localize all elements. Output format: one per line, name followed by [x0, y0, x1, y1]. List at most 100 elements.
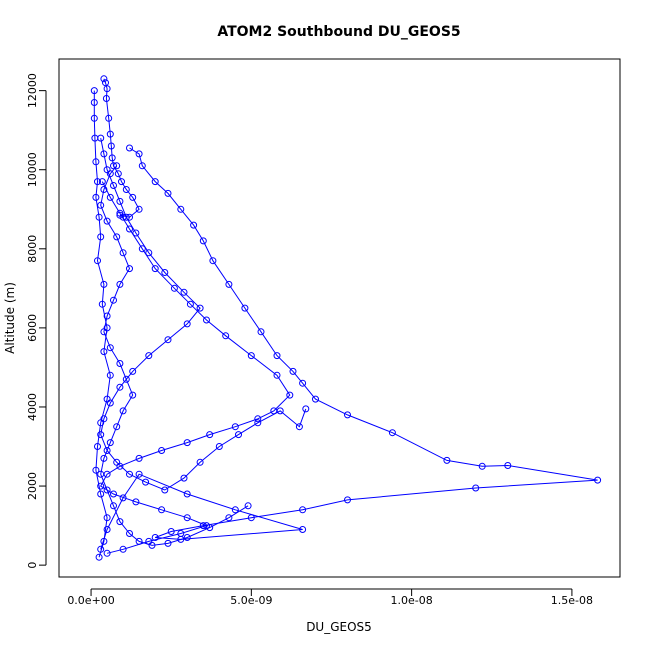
data-point [110, 490, 117, 498]
data-point [126, 470, 133, 478]
data-point [119, 494, 127, 502]
data-point [98, 300, 106, 308]
data-point [257, 328, 265, 336]
data-point [158, 447, 166, 454]
y-tick-label: 10000 [26, 152, 39, 187]
data-point [289, 367, 297, 375]
data-point [106, 371, 114, 379]
data-point [180, 474, 188, 482]
data-point [100, 75, 108, 83]
data-point [126, 530, 133, 537]
data-point [103, 526, 111, 533]
data-point [95, 213, 103, 221]
data-point [177, 205, 185, 213]
data-point [186, 300, 194, 308]
data-point [113, 233, 121, 241]
data-point [244, 502, 252, 510]
y-tick-label: 6000 [26, 314, 39, 342]
data-point [164, 336, 172, 344]
series-layer [90, 75, 602, 561]
data-point [97, 482, 105, 490]
data-point [103, 514, 111, 522]
data-point [478, 462, 486, 470]
data-point [241, 304, 249, 312]
data-point [95, 553, 103, 561]
y-axis: 0 2000 4000 6000 8000 10000 12000 [26, 73, 47, 569]
data-point [145, 249, 153, 257]
data-point [135, 150, 143, 158]
data-point [97, 545, 105, 553]
data-point [344, 496, 351, 504]
data-point [90, 87, 98, 95]
data-point [110, 182, 117, 189]
y-tick-label: 2000 [26, 472, 39, 500]
data-point [196, 458, 204, 466]
y-tick-label: 4000 [26, 393, 39, 421]
data-point [504, 462, 512, 469]
data-point [183, 320, 191, 328]
y-tick-label: 12000 [26, 73, 39, 108]
data-point [183, 490, 191, 498]
data-point [126, 144, 133, 152]
y-tick-label: 0 [26, 562, 39, 569]
data-point [113, 423, 121, 431]
data-point [183, 439, 191, 447]
data-point [103, 85, 111, 93]
data-point [151, 534, 159, 541]
data-point [103, 486, 111, 494]
data-point [94, 178, 101, 186]
data-point [97, 134, 105, 142]
data-point [106, 439, 114, 447]
data-point [106, 399, 114, 407]
data-point [110, 296, 117, 304]
data-point [119, 249, 127, 257]
x-tick-label: 0.0e+00 [67, 594, 114, 607]
data-point [113, 162, 121, 170]
data-point [94, 443, 101, 450]
data-point [151, 265, 159, 273]
data-point [138, 245, 146, 253]
x-axis-label: DU_GEOS5 [306, 620, 372, 634]
data-point [116, 360, 124, 367]
data-point [215, 443, 223, 450]
data-point [116, 280, 124, 288]
data-point [231, 423, 239, 431]
data-point [103, 312, 111, 320]
data-point [97, 201, 105, 209]
data-point [103, 217, 111, 225]
data-point [594, 476, 602, 484]
data-point [183, 534, 191, 541]
data-point [122, 213, 130, 221]
data-point [183, 514, 191, 522]
chart-title: ATOM2 Southbound DU_GEOS5 [217, 24, 460, 40]
data-point [273, 352, 281, 360]
data-point [254, 419, 262, 427]
data-point [100, 348, 108, 356]
data-point [295, 423, 303, 431]
data-point [177, 530, 185, 537]
data-point [113, 458, 121, 466]
data-point [225, 514, 233, 522]
data-point [118, 178, 125, 186]
data-point [116, 209, 124, 217]
data-point [94, 257, 101, 265]
data-point [231, 506, 239, 514]
data-point [472, 484, 480, 492]
data-point [145, 352, 153, 360]
data-point [206, 431, 214, 439]
data-point [92, 193, 100, 201]
data-point [222, 332, 230, 340]
data-point [273, 371, 281, 379]
series-line-2 [100, 147, 598, 550]
data-point [90, 114, 98, 122]
data-point [103, 447, 111, 454]
data-point [114, 170, 122, 178]
data-point [164, 539, 172, 547]
data-point [299, 526, 307, 533]
data-point [247, 514, 255, 522]
data-point [388, 429, 396, 437]
data-point [103, 549, 111, 557]
data-point [108, 154, 116, 162]
data-point [142, 478, 150, 486]
